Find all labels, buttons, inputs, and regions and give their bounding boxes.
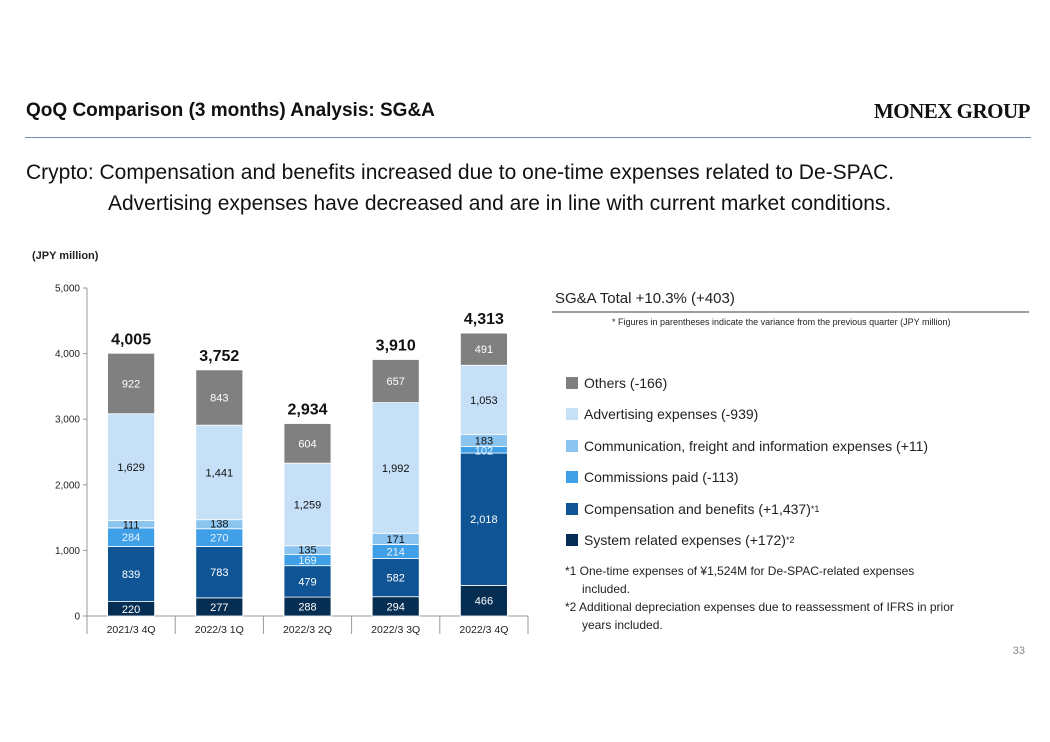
legend-item: Compensation and benefits (+1,437) *1 — [566, 493, 928, 525]
bar-value-label: 1,053 — [470, 395, 498, 407]
legend-footnote-marker: *2 — [785, 535, 795, 546]
bar-value-label: 111 — [123, 520, 140, 532]
footnote-1-line-1: *1 One-time expenses of ¥1,524M for De-S… — [565, 564, 915, 578]
headline: Crypto: Compensation and benefits increa… — [26, 160, 1016, 217]
bar-value-label: 220 — [122, 604, 140, 616]
y-tick-label: 1,000 — [55, 546, 80, 557]
summary-divider — [552, 311, 1029, 313]
footnote-2-line-2: years included. — [582, 618, 663, 632]
y-tick-label: 3,000 — [55, 415, 80, 426]
bar-value-label: 288 — [298, 602, 316, 614]
bar-segment — [195, 369, 244, 426]
legend-label: Commissions paid (-113) — [584, 469, 739, 486]
sga-total-summary: SG&A Total +10.3% (+403) — [555, 290, 735, 307]
bar-total-label: 4,313 — [464, 311, 504, 328]
legend-label: Compensation and benefits (+1,437) — [584, 500, 811, 517]
legend-item: Advertising expenses (-939) — [566, 399, 928, 431]
legend-label: Advertising expenses (-939) — [584, 406, 759, 423]
bar-value-label: 1,992 — [382, 463, 410, 475]
bar-value-label: 479 — [298, 576, 316, 588]
page-title: QoQ Comparison (3 months) Analysis: SG&A — [26, 100, 435, 121]
bar-segment — [107, 413, 155, 522]
bar-value-label: 102 — [475, 445, 493, 457]
variance-note: * Figures in parentheses indicate the va… — [612, 317, 951, 327]
x-tick-label: 2022/3 2Q — [283, 624, 332, 636]
bar-segment — [107, 352, 155, 415]
legend-item: System related expenses (+172) *2 — [566, 525, 928, 557]
legend-swatch — [566, 502, 578, 515]
bar-value-label: 277 — [210, 602, 228, 614]
legend-footnote-marker: *1 — [810, 503, 820, 514]
bar-value-label: 604 — [298, 438, 316, 450]
bar-value-label: 1,441 — [206, 467, 234, 479]
bar-value-label: 270 — [210, 533, 228, 545]
y-tick-label: 4,000 — [55, 349, 80, 360]
bar-value-label: 214 — [387, 547, 405, 559]
bar-value-label: 582 — [387, 573, 405, 585]
legend-swatch — [566, 471, 578, 484]
legend-label: Others (-166) — [584, 374, 668, 391]
bar-segment — [459, 452, 508, 586]
page-number: 33 — [1012, 645, 1025, 657]
legend-label: Communication, freight and information e… — [584, 437, 929, 454]
bar-total-label: 3,910 — [376, 338, 416, 355]
bar-value-label: 2,018 — [470, 514, 498, 526]
legend-item: Communication, freight and information e… — [566, 430, 928, 462]
bar-value-label: 138 — [210, 519, 228, 531]
headline-line-1: Crypto: Compensation and benefits increa… — [26, 161, 895, 184]
footnote-1-line-2: included. — [582, 582, 631, 596]
bar-value-label: 466 — [475, 596, 493, 608]
legend-item: Others (-166) — [566, 367, 928, 399]
bar-total-label: 3,752 — [199, 348, 239, 365]
bar-segment — [459, 364, 508, 435]
legend-swatch — [566, 534, 578, 547]
bar-value-label: 1,259 — [294, 499, 322, 511]
bar-value-label: 284 — [122, 532, 140, 544]
unit-label: (JPY million) — [32, 250, 99, 262]
footnotes: *1 One-time expenses of ¥1,524M for De-S… — [565, 562, 954, 634]
bar-value-label: 294 — [387, 601, 405, 613]
x-tick-label: 2022/3 1Q — [195, 624, 244, 636]
bar-value-label: 491 — [475, 344, 493, 356]
bar-value-label: 171 — [387, 534, 405, 546]
legend-swatch — [566, 439, 578, 452]
bar-value-label: 843 — [210, 393, 228, 405]
bar-value-label: 135 — [298, 545, 316, 557]
chart-legend: Others (-166) Advertising expenses (-939)… — [566, 367, 928, 556]
bar-value-label: 1,629 — [117, 462, 145, 474]
x-tick-label: 2022/3 3Q — [371, 624, 420, 636]
bar-segment — [283, 565, 332, 598]
bar-segment — [283, 423, 332, 464]
y-tick-label: 5,000 — [55, 284, 80, 295]
bar-value-label: 922 — [122, 379, 140, 391]
x-tick-label: 2022/3 4Q — [459, 624, 508, 636]
y-tick-label: 2,000 — [55, 480, 80, 491]
bar-segment — [195, 424, 244, 521]
bar-segment — [107, 546, 155, 602]
bar-value-label: 783 — [210, 567, 228, 579]
bar-segment — [371, 558, 420, 598]
bar-value-label: 839 — [122, 569, 140, 581]
legend-swatch — [566, 408, 578, 421]
company-logo: MONEX GROUP — [873, 99, 1031, 123]
bar-total-label: 2,934 — [287, 402, 327, 419]
bar-segment — [371, 402, 420, 534]
bar-segment — [371, 359, 420, 404]
bar-total-label: 4,005 — [111, 331, 151, 348]
legend-label: System related expenses (+172) — [584, 532, 786, 549]
bar-value-label: 169 — [298, 555, 316, 567]
title-divider — [25, 137, 1031, 138]
bar-segment — [459, 585, 508, 617]
footnote-2-line-1: *2 Additional depreciation expenses due … — [565, 600, 954, 614]
bar-segment — [195, 546, 244, 599]
bar-value-label: 657 — [387, 376, 405, 388]
legend-swatch — [566, 376, 578, 389]
bar-segment — [459, 332, 508, 366]
x-tick-label: 2021/3 4Q — [107, 624, 156, 636]
bar-value-label: 183 — [475, 435, 493, 447]
legend-item: Commissions paid (-113) — [566, 462, 928, 494]
headline-line-2: Advertising expenses have decreased and … — [108, 192, 892, 215]
y-tick-label: 0 — [74, 612, 80, 623]
